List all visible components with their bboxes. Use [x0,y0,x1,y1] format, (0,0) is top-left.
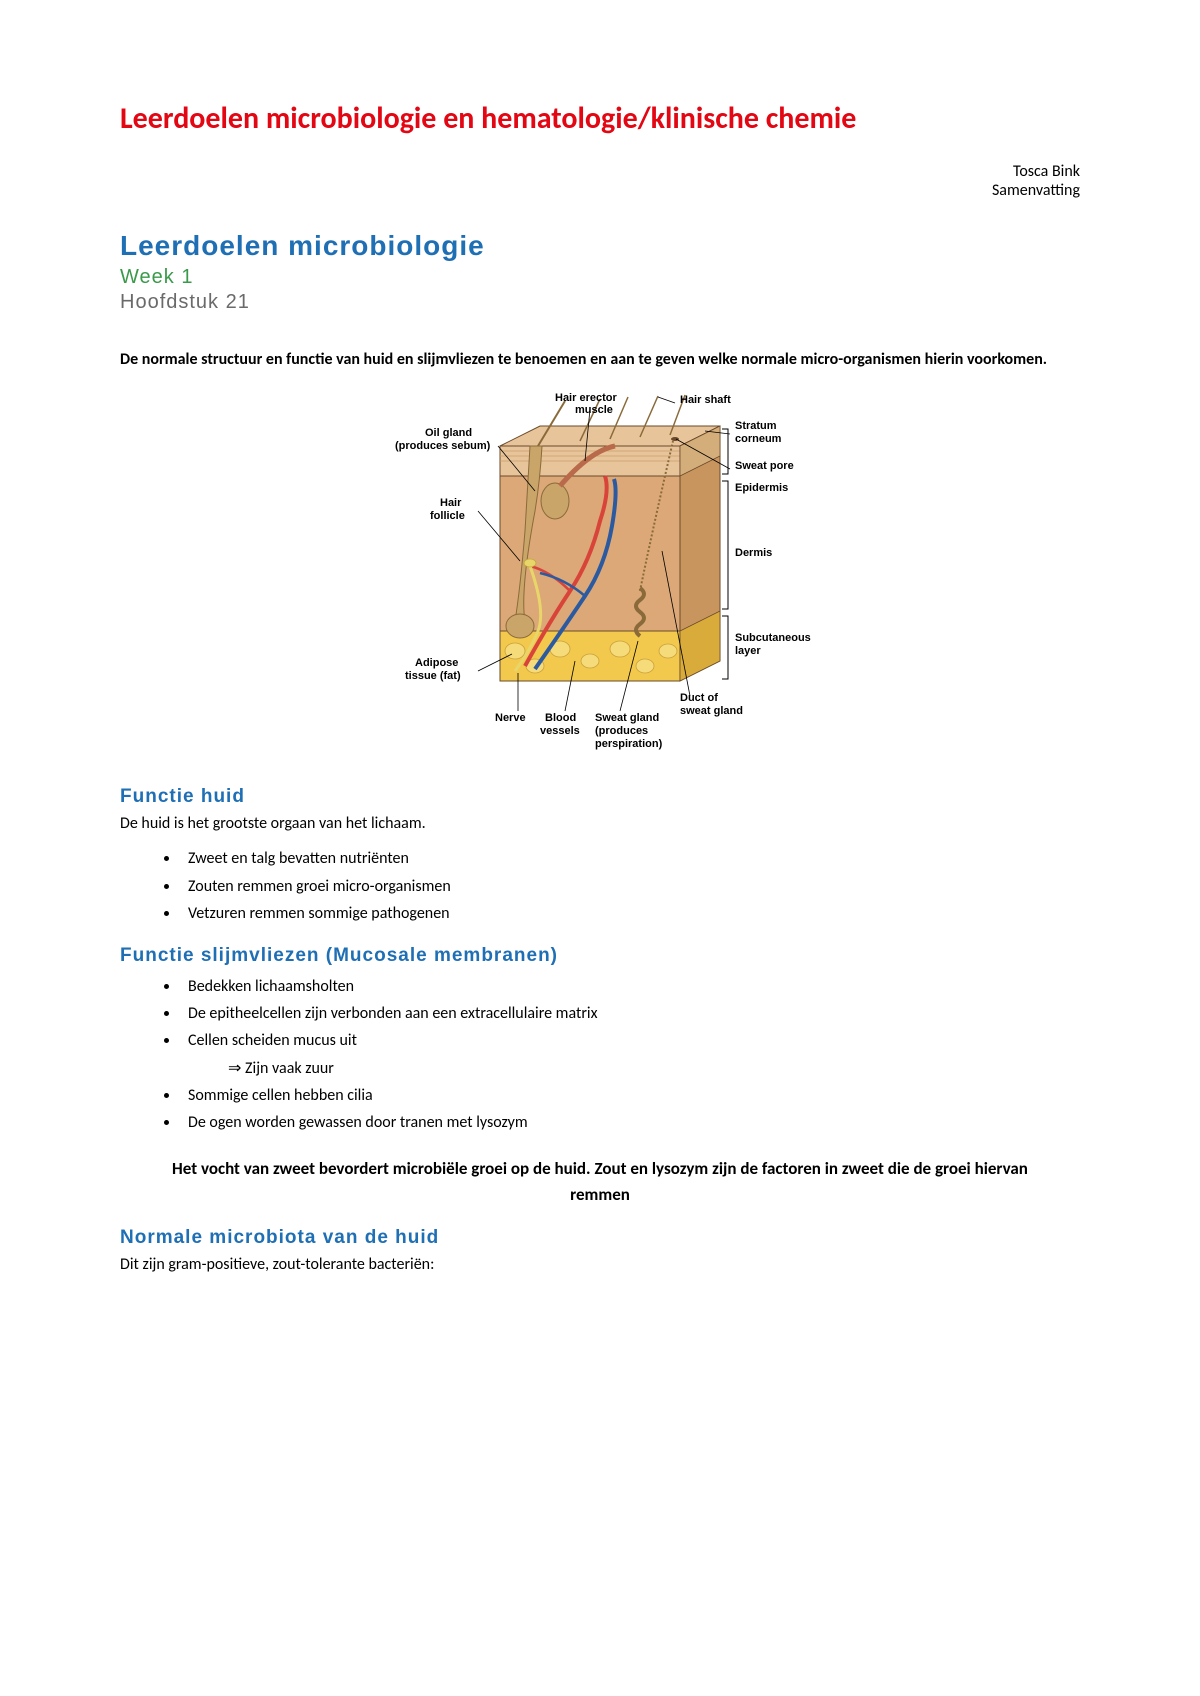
list-item: Zweet en talg bevatten nutriënten [180,845,1080,872]
functie-huid-list: Zweet en talg bevatten nutriënten Zouten… [180,845,1080,927]
label-blood-1: Blood [545,712,576,724]
list-item-text: Cellen scheiden mucus uit [188,1031,357,1050]
label-oil-gland-2: (produces sebum) [395,440,491,452]
label-sweat-gland-3: perspiration) [595,738,663,750]
author-block: Tosca Bink Samenvatting [120,162,1080,200]
label-oil-gland: Oil gland [425,427,472,439]
label-subcut-2: layer [735,645,761,657]
label-sweat-gland-2: (produces [595,725,648,737]
skin-diagram: Oil gland (produces sebum) Hair follicle… [380,391,820,761]
label-duct-2: sweat gland [680,705,743,717]
label-adipose-1: Adipose [415,657,458,669]
microbiota-heading: Normale microbiota van de huid [120,1227,1080,1249]
skin-diagram-container: Oil gland (produces sebum) Hair follicle… [120,391,1080,761]
list-item: Zouten remmen groei micro-organismen [180,873,1080,900]
section-heading: Leerdoelen microbiologie [120,230,1080,262]
label-epidermis: Epidermis [735,482,788,494]
functie-huid-intro: De huid is het grootste orgaan van het l… [120,814,1080,833]
author-name: Tosca Bink [120,162,1080,181]
highlight-paragraph: Het vocht van zweet bevordert microbiële… [160,1156,1040,1207]
week-heading: Week 1 [120,266,1080,289]
label-adipose-2: tissue (fat) [405,670,461,682]
label-duct-1: Duct of [680,692,718,704]
sub-arrow-item: ⇒ Zijn vaak zuur [228,1055,1080,1082]
author-subtitle: Samenvatting [120,181,1080,200]
label-sweat-pore: Sweat pore [735,460,794,472]
page-title: Leerdoelen microbiologie en hematologie/… [120,100,1080,137]
intro-paragraph: De normale structuur en functie van huid… [120,349,1080,371]
list-item: De ogen worden gewassen door tranen met … [180,1109,1080,1136]
label-hair-follicle-2: follicle [430,510,465,522]
chapter-heading: Hoofdstuk 21 [120,291,1080,314]
label-blood-2: vessels [540,725,580,737]
label-hair-erector-2: muscle [575,404,613,416]
label-hair-follicle-1: Hair [440,497,462,509]
list-item: De epitheelcellen zijn verbonden aan een… [180,1000,1080,1027]
list-item: Bedekken lichaamsholten [180,973,1080,1000]
label-stratum-2: corneum [735,433,782,445]
functie-huid-heading: Functie huid [120,786,1080,808]
label-subcut-1: Subcutaneous [735,632,811,644]
label-hair-erector-1: Hair erector [555,392,617,404]
functie-slijm-heading: Functie slijmvliezen (Mucosale membranen… [120,945,1080,967]
label-nerve: Nerve [495,712,526,724]
list-item: Cellen scheiden mucus uit ⇒ Zijn vaak zu… [180,1027,1080,1081]
label-stratum-1: Stratum [735,420,777,432]
label-sweat-gland-1: Sweat gland [595,712,659,724]
microbiota-intro: Dit zijn gram-positieve, zout-tolerante … [120,1255,1080,1274]
label-hair-shaft: Hair shaft [680,394,731,406]
label-dermis: Dermis [735,547,772,559]
functie-slijm-list: Bedekken lichaamsholten De epitheelcelle… [180,973,1080,1136]
list-item: Sommige cellen hebben cilia [180,1082,1080,1109]
list-item: Vetzuren remmen sommige pathogenen [180,900,1080,927]
